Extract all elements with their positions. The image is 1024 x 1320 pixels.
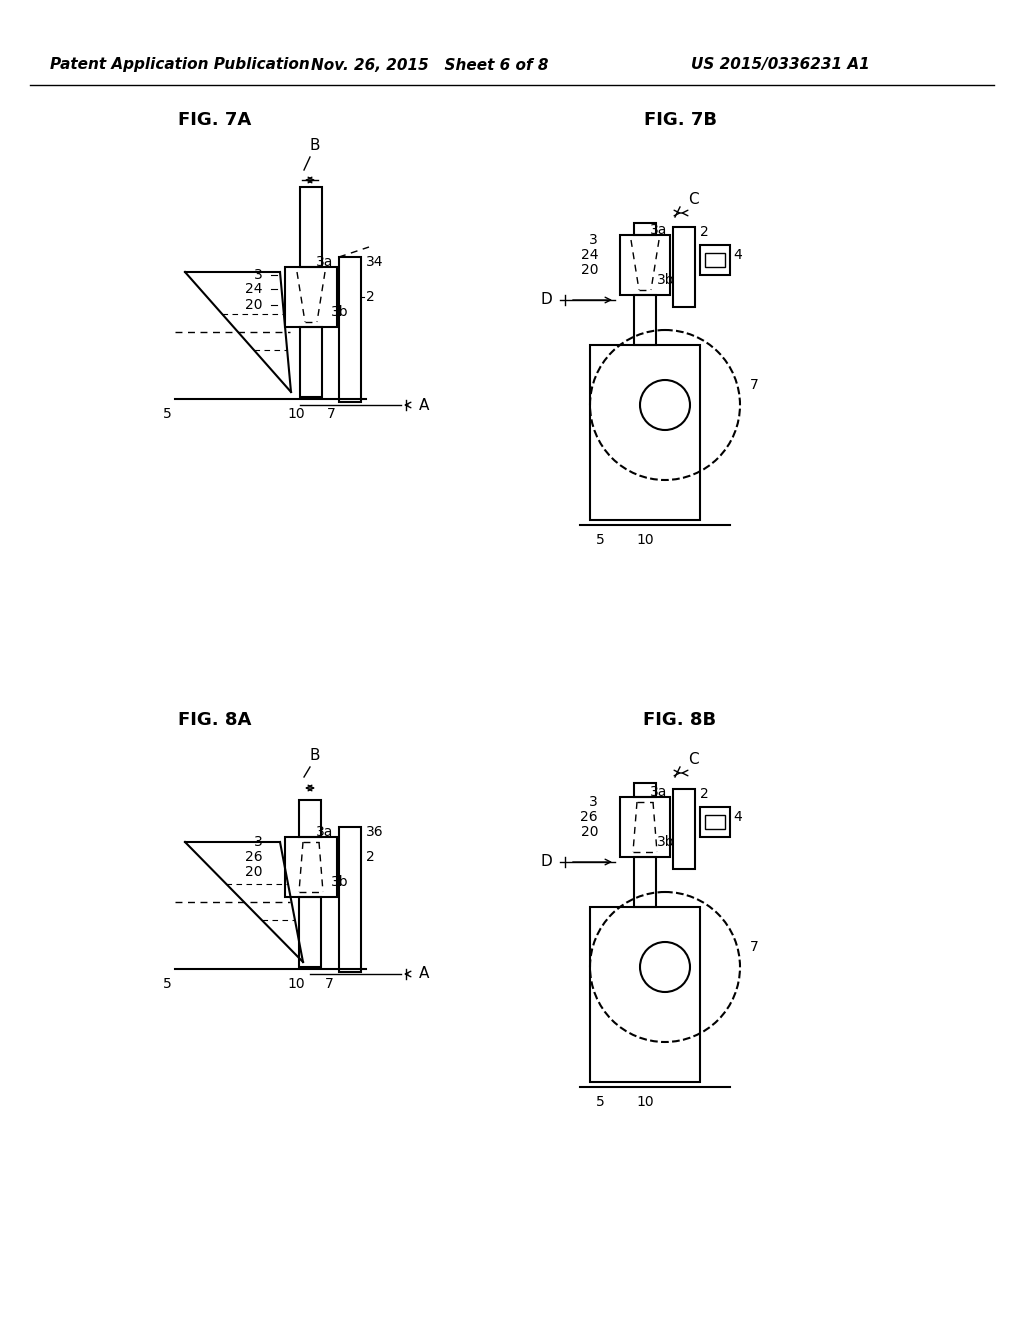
Text: 5: 5 (596, 533, 604, 546)
Text: 20: 20 (246, 865, 263, 879)
Text: 10: 10 (287, 977, 305, 991)
Text: 5: 5 (596, 1096, 604, 1109)
Text: 3: 3 (254, 268, 263, 282)
Text: 7: 7 (750, 940, 759, 954)
Bar (299, 800, 321, 837)
Text: 10: 10 (287, 407, 305, 421)
Text: 3: 3 (589, 795, 598, 809)
Text: A: A (419, 397, 429, 412)
Bar (299, 898, 321, 968)
Text: 20: 20 (581, 263, 598, 277)
Bar (673, 227, 695, 308)
Text: 20: 20 (581, 825, 598, 840)
Text: 5: 5 (163, 977, 171, 991)
Text: 3b: 3b (657, 836, 675, 849)
Text: 7: 7 (750, 378, 759, 392)
Text: 2: 2 (700, 787, 709, 801)
Bar (634, 294, 656, 345)
Text: 7: 7 (325, 977, 334, 991)
Text: 3: 3 (254, 836, 263, 849)
Bar (590, 345, 700, 520)
Text: D: D (541, 854, 552, 870)
Bar (620, 797, 670, 857)
Bar (590, 907, 700, 1082)
Bar (634, 783, 656, 797)
Text: 3: 3 (589, 234, 598, 247)
Text: US 2015/0336231 A1: US 2015/0336231 A1 (690, 58, 869, 73)
Text: 26: 26 (581, 810, 598, 824)
Bar (285, 837, 337, 898)
Text: A: A (419, 966, 429, 982)
Text: 3b: 3b (331, 305, 348, 319)
Text: C: C (688, 752, 698, 767)
Text: 2: 2 (366, 850, 375, 865)
Bar (339, 257, 361, 403)
Bar (700, 246, 730, 275)
Text: 2: 2 (366, 290, 375, 304)
Text: B: B (309, 747, 321, 763)
Bar (339, 828, 361, 972)
Text: 24: 24 (581, 248, 598, 261)
Text: FIG. 7A: FIG. 7A (178, 111, 252, 129)
Text: FIG. 8A: FIG. 8A (178, 711, 252, 729)
Text: FIG. 8B: FIG. 8B (643, 711, 717, 729)
Text: 24: 24 (246, 282, 263, 296)
Bar (634, 223, 656, 235)
Text: 10: 10 (636, 533, 653, 546)
Text: 4: 4 (733, 810, 741, 824)
Text: 34: 34 (366, 255, 384, 269)
Text: 3a: 3a (650, 785, 668, 799)
Text: 4: 4 (733, 248, 741, 261)
Text: 3b: 3b (331, 875, 348, 888)
Text: 7: 7 (327, 407, 336, 421)
Bar (705, 814, 725, 829)
Bar (300, 187, 322, 267)
Bar (700, 807, 730, 837)
Text: 3a: 3a (316, 255, 334, 269)
Text: D: D (541, 293, 552, 308)
Text: 3b: 3b (657, 273, 675, 286)
Text: C: C (688, 193, 698, 207)
Bar (300, 327, 322, 397)
Text: 5: 5 (163, 407, 171, 421)
Text: 36: 36 (366, 825, 384, 840)
Bar (673, 789, 695, 869)
Text: 3a: 3a (316, 825, 334, 840)
Text: 20: 20 (246, 298, 263, 312)
Text: FIG. 7B: FIG. 7B (643, 111, 717, 129)
Bar (705, 253, 725, 267)
Text: B: B (309, 137, 321, 153)
Text: Nov. 26, 2015   Sheet 6 of 8: Nov. 26, 2015 Sheet 6 of 8 (311, 58, 549, 73)
Text: 3a: 3a (650, 223, 668, 238)
Text: Patent Application Publication: Patent Application Publication (50, 58, 310, 73)
Text: 10: 10 (636, 1096, 653, 1109)
Bar (634, 857, 656, 907)
Bar (620, 235, 670, 294)
Text: 26: 26 (246, 850, 263, 865)
Text: 2: 2 (700, 224, 709, 239)
Bar (285, 267, 337, 327)
